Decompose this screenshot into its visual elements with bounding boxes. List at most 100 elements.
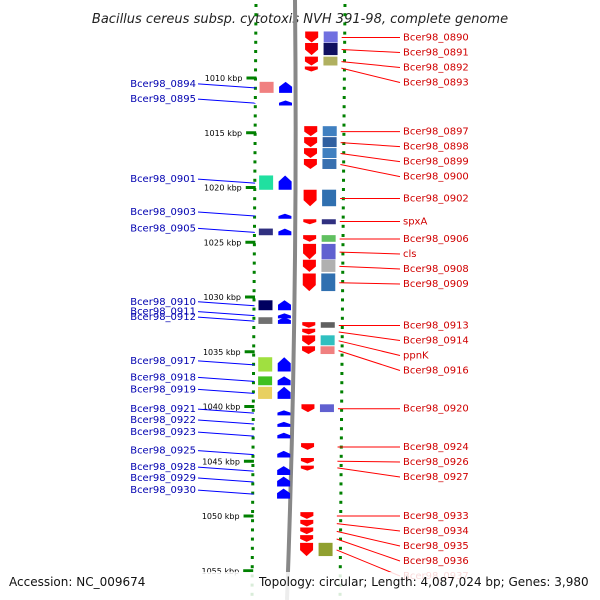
right-tick-dot bbox=[343, 4, 347, 7]
gene-arrow-reverse[interactable] bbox=[277, 466, 291, 476]
gene-arrow-reverse[interactable] bbox=[277, 421, 291, 427]
gene-arrow-forward[interactable] bbox=[302, 335, 316, 346]
gene-label-right[interactable]: Bcer98_0913 bbox=[403, 320, 469, 331]
gene-label-right[interactable]: Bcer98_0916 bbox=[403, 365, 469, 376]
gene-arrow-forward[interactable] bbox=[302, 346, 316, 355]
gene-label-right[interactable]: Bcer98_0909 bbox=[403, 279, 469, 290]
gene-arrow-reverse[interactable] bbox=[277, 450, 291, 458]
gene-arrow-reverse[interactable] bbox=[277, 432, 291, 439]
cog-color-boxes bbox=[258, 31, 338, 557]
gene-label-left[interactable]: Bcer98_0911 bbox=[130, 307, 196, 318]
gene-arrow-reverse[interactable] bbox=[277, 317, 291, 324]
gene-arrow-reverse[interactable] bbox=[278, 175, 292, 190]
gene-label-left[interactable]: Bcer98_0910 bbox=[130, 297, 196, 308]
gene-label-right[interactable]: Bcer98_0902 bbox=[403, 193, 469, 204]
gene-arrow-reverse[interactable] bbox=[277, 476, 291, 487]
gene-label-right[interactable]: Bcer98_0927 bbox=[403, 472, 469, 483]
left-gene-labels[interactable]: Bcer98_0894 Bcer98_0895 Bcer98_0901 Bcer98_… bbox=[130, 79, 256, 496]
gene-arrow-forward[interactable] bbox=[303, 235, 317, 242]
gene-label-left[interactable]: Bcer98_0918 bbox=[130, 372, 196, 383]
gene-arrow-forward[interactable] bbox=[305, 31, 319, 43]
gene-label-right[interactable]: Bcer98_0899 bbox=[403, 157, 469, 168]
gene-arrow-forward[interactable] bbox=[300, 465, 314, 471]
gene-label-left[interactable]: Bcer98_0901 bbox=[130, 174, 196, 185]
gene-arrow-reverse[interactable] bbox=[278, 213, 292, 219]
gene-arrow-forward[interactable] bbox=[303, 159, 317, 169]
gene-label-right[interactable]: Bcer98_0936 bbox=[403, 556, 469, 567]
gene-arrow-forward[interactable] bbox=[304, 137, 318, 148]
gene-arrow-reverse[interactable] bbox=[278, 228, 292, 236]
gene-label-right[interactable]: spxA bbox=[403, 216, 427, 227]
gene-arrow-forward[interactable] bbox=[300, 527, 314, 535]
gene-label-right[interactable]: Bcer98_0890 bbox=[403, 32, 469, 43]
gene-label-right[interactable]: Bcer98_0906 bbox=[403, 234, 469, 245]
gene-arrow-forward[interactable] bbox=[303, 189, 317, 207]
gene-label-left[interactable]: Bcer98_0925 bbox=[130, 446, 196, 457]
gene-arrow-forward[interactable] bbox=[300, 512, 314, 519]
gene-arrow-reverse[interactable] bbox=[277, 488, 291, 499]
gene-arrow-forward[interactable] bbox=[302, 322, 316, 328]
gene-label-left[interactable]: Bcer98_0917 bbox=[130, 356, 196, 367]
gene-arrow-forward[interactable] bbox=[304, 56, 318, 66]
gene-arrow-reverse[interactable] bbox=[277, 300, 291, 311]
gene-label-left[interactable]: Bcer98_0930 bbox=[130, 485, 196, 496]
gene-arrow-forward[interactable] bbox=[301, 443, 315, 450]
gene-label-right[interactable]: Bcer98_0908 bbox=[403, 264, 469, 275]
left-tick-dot bbox=[251, 454, 255, 458]
gene-label-left[interactable]: Bcer98_0912 bbox=[130, 312, 196, 323]
gene-arrow-forward[interactable] bbox=[304, 148, 318, 159]
gene-label-right[interactable]: Bcer98_0934 bbox=[403, 526, 469, 537]
gene-label-right[interactable]: Bcer98_0924 bbox=[403, 442, 469, 453]
gene-arrow-forward[interactable] bbox=[300, 519, 314, 527]
gene-label-left[interactable]: Bcer98_0922 bbox=[130, 415, 196, 426]
gene-arrow-reverse[interactable] bbox=[277, 376, 291, 386]
gene-arrow-reverse[interactable] bbox=[277, 386, 291, 399]
gene-label-left[interactable]: Bcer98_0929 bbox=[130, 473, 196, 484]
gene-label-right[interactable]: Bcer98_0891 bbox=[403, 47, 469, 58]
right-gene-labels[interactable]: Bcer98_0890 Bcer98_0891 Bcer98_0892 Bcer98_… bbox=[336, 32, 469, 582]
left-tick-dot bbox=[251, 390, 255, 394]
gene-label-left[interactable]: Bcer98_0905 bbox=[130, 223, 196, 234]
gene-label-left[interactable]: Bcer98_0921 bbox=[130, 404, 196, 415]
gene-arrow-reverse[interactable] bbox=[277, 313, 291, 319]
gene-arrow-forward[interactable] bbox=[303, 243, 317, 260]
gene-arrow-reverse[interactable] bbox=[278, 100, 292, 106]
gene-label-right[interactable]: ppnK bbox=[403, 350, 429, 361]
gene-arrow-reverse[interactable] bbox=[277, 410, 291, 416]
left-tick-dot bbox=[253, 151, 257, 155]
gene-label-left[interactable]: Bcer98_0923 bbox=[130, 427, 196, 438]
gene-arrow-forward[interactable] bbox=[300, 542, 314, 557]
scale-label: 1015 kbp bbox=[204, 129, 242, 138]
gene-label-right[interactable]: Bcer98_0926 bbox=[403, 457, 469, 468]
gene-arrow-forward[interactable] bbox=[302, 259, 316, 272]
gene-label-left[interactable]: Bcer98_0928 bbox=[130, 462, 196, 473]
gene-arrow-reverse[interactable] bbox=[277, 357, 291, 372]
gene-arrow-reverse[interactable] bbox=[279, 81, 293, 93]
gene-arrow-forward[interactable] bbox=[304, 126, 318, 137]
gene-label-right[interactable]: Bcer98_0898 bbox=[403, 142, 469, 153]
gene-arrow-forward[interactable] bbox=[302, 273, 316, 292]
left-tick-dot bbox=[252, 372, 256, 375]
gene-arrow-forward[interactable] bbox=[301, 404, 315, 413]
cog-box bbox=[321, 259, 336, 272]
gene-label-right[interactable]: Bcer98_0933 bbox=[403, 511, 469, 522]
cog-box bbox=[320, 322, 335, 328]
gene-label-right[interactable]: Bcer98_0935 bbox=[403, 541, 469, 552]
gene-arrow-forward[interactable] bbox=[304, 66, 318, 72]
gene-label-right[interactable]: Bcer98_0892 bbox=[403, 62, 469, 73]
gene-label-left[interactable]: Bcer98_0894 bbox=[130, 79, 196, 90]
gene-label-right[interactable]: Bcer98_0893 bbox=[403, 77, 469, 88]
gene-arrow-forward[interactable] bbox=[303, 219, 317, 225]
gene-arrow-forward[interactable] bbox=[300, 535, 314, 542]
gene-arrow-forward[interactable] bbox=[302, 328, 316, 335]
gene-label-right[interactable]: Bcer98_0914 bbox=[403, 335, 469, 346]
gene-label-left[interactable]: Bcer98_0919 bbox=[130, 384, 196, 395]
gene-label-right[interactable]: Bcer98_0897 bbox=[403, 127, 469, 138]
gene-label-right[interactable]: cls bbox=[403, 249, 417, 260]
gene-arrow-forward[interactable] bbox=[305, 42, 319, 56]
gene-label-right[interactable]: Bcer98_0920 bbox=[403, 404, 469, 415]
gene-label-right[interactable]: Bcer98_0900 bbox=[403, 172, 469, 183]
gene-label-left[interactable]: Bcer98_0903 bbox=[130, 207, 196, 218]
gene-label-left[interactable]: Bcer98_0895 bbox=[130, 94, 196, 105]
gene-arrow-forward[interactable] bbox=[300, 457, 314, 464]
